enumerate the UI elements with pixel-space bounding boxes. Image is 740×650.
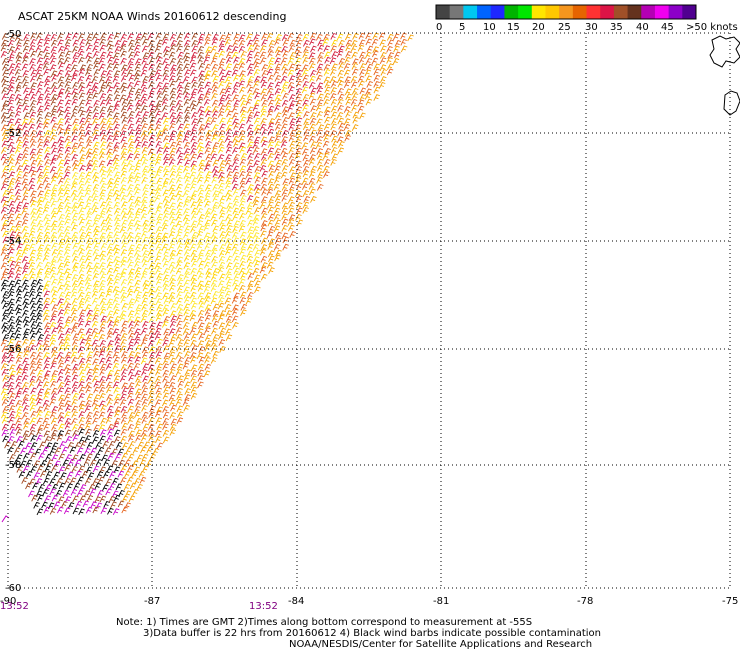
legend-swatch bbox=[532, 5, 546, 19]
legend-swatch bbox=[628, 5, 642, 19]
lon-label-84: -84 bbox=[288, 596, 304, 607]
longitude-labels: -90 -87 -84 -81 -78 -75 bbox=[0, 596, 738, 607]
legend-swatch bbox=[614, 5, 628, 19]
legend-swatch bbox=[504, 5, 518, 19]
time-label-center: 13:52 bbox=[249, 601, 278, 612]
lat-label-58: -58 bbox=[5, 460, 21, 471]
legend-swatch bbox=[518, 5, 532, 19]
note-line-2: 3)Data buffer is 22 hrs from 20160612 4)… bbox=[143, 628, 601, 639]
coastline bbox=[710, 36, 740, 115]
legend-labels: 0 5 10 15 20 25 30 35 40 45 >50 knots bbox=[436, 22, 738, 33]
legend-swatch bbox=[559, 5, 573, 19]
legend-swatch bbox=[450, 5, 464, 19]
lat-label-56: -56 bbox=[5, 344, 21, 355]
note-line-1: Note: 1) Times are GMT 2)Times along bot… bbox=[116, 617, 532, 628]
legend-label-45: 45 bbox=[661, 22, 674, 33]
legend-swatch bbox=[655, 5, 669, 19]
legend-swatch bbox=[436, 5, 450, 19]
legend-swatch bbox=[669, 5, 683, 19]
color-legend bbox=[436, 5, 697, 19]
legend-label-0: 0 bbox=[436, 22, 442, 33]
legend-label-15: 15 bbox=[507, 22, 520, 33]
lat-label-52: -52 bbox=[5, 128, 21, 139]
legend-label-25: 25 bbox=[558, 22, 571, 33]
legend-label-30: 30 bbox=[585, 22, 598, 33]
legend-label-40: 40 bbox=[636, 22, 649, 33]
wind-barb-swath bbox=[1, 33, 414, 522]
lat-label-50: -50 bbox=[5, 29, 21, 40]
map-title: ASCAT 25KM NOAA Winds 20160612 descendin… bbox=[18, 10, 286, 23]
lat-label-60: -60 bbox=[5, 583, 21, 594]
time-label-left: 13:52 bbox=[0, 601, 29, 612]
legend-swatch bbox=[545, 5, 559, 19]
lon-label-78: -78 bbox=[577, 596, 593, 607]
legend-swatch bbox=[682, 5, 696, 19]
legend-swatch bbox=[491, 5, 505, 19]
legend-label-5: 5 bbox=[459, 22, 465, 33]
legend-label-35: 35 bbox=[610, 22, 623, 33]
legend-swatch bbox=[477, 5, 491, 19]
latitude-labels: -50 -52 -54 -56 -58 -60 bbox=[5, 29, 21, 594]
legend-swatch bbox=[641, 5, 655, 19]
note-line-3: NOAA/NESDIS/Center for Satellite Applica… bbox=[289, 639, 592, 650]
lon-label-75: -75 bbox=[722, 596, 738, 607]
legend-label-50: >50 knots bbox=[686, 22, 738, 33]
legend-label-10: 10 bbox=[483, 22, 496, 33]
legend-label-20: 20 bbox=[532, 22, 545, 33]
legend-swatch bbox=[463, 5, 477, 19]
legend-swatch bbox=[600, 5, 614, 19]
lat-label-54: -54 bbox=[5, 236, 21, 247]
legend-swatch bbox=[587, 5, 601, 19]
lon-label-87: -87 bbox=[144, 596, 160, 607]
lon-label-81: -81 bbox=[433, 596, 449, 607]
legend-swatch bbox=[573, 5, 587, 19]
